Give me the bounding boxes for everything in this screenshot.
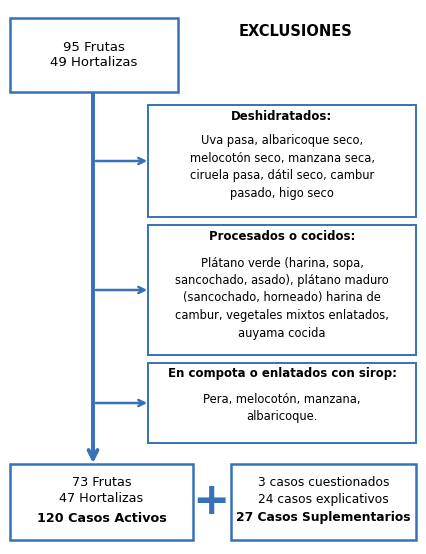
- Text: Plátano verde (harina, sopa,
sancochado, asado), plátano maduro
(sancochado, hor: Plátano verde (harina, sopa, sancochado,…: [175, 257, 389, 340]
- Text: 95 Frutas
49 Hortalizas: 95 Frutas 49 Hortalizas: [50, 41, 138, 69]
- Text: EXCLUSIONES: EXCLUSIONES: [238, 24, 352, 39]
- Text: 24 casos explicativos: 24 casos explicativos: [258, 493, 389, 505]
- Text: 73 Frutas: 73 Frutas: [72, 476, 131, 490]
- Text: 47 Hortalizas: 47 Hortalizas: [59, 493, 144, 505]
- Text: 3 casos cuestionados: 3 casos cuestionados: [258, 476, 389, 490]
- Text: Pera, melocotón, manzana,
albaricoque.: Pera, melocotón, manzana, albaricoque.: [203, 393, 361, 423]
- Text: 120 Casos Activos: 120 Casos Activos: [37, 511, 167, 525]
- Bar: [10, 464, 193, 540]
- Text: Procesados o cocidos:: Procesados o cocidos:: [209, 229, 355, 243]
- Bar: [148, 105, 416, 217]
- Text: Deshidratados:: Deshidratados:: [231, 110, 333, 124]
- Bar: [148, 363, 416, 443]
- Bar: [148, 225, 416, 355]
- Bar: [231, 464, 416, 540]
- Bar: [10, 18, 178, 92]
- Text: +: +: [192, 480, 230, 524]
- Text: 27 Casos Suplementarios: 27 Casos Suplementarios: [236, 511, 411, 525]
- Text: En compota o enlatados con sirop:: En compota o enlatados con sirop:: [167, 367, 397, 381]
- Text: Uva pasa, albaricoque seco,
melocotón seco, manzana seca,
ciruela pasa, dátil se: Uva pasa, albaricoque seco, melocotón se…: [190, 134, 374, 200]
